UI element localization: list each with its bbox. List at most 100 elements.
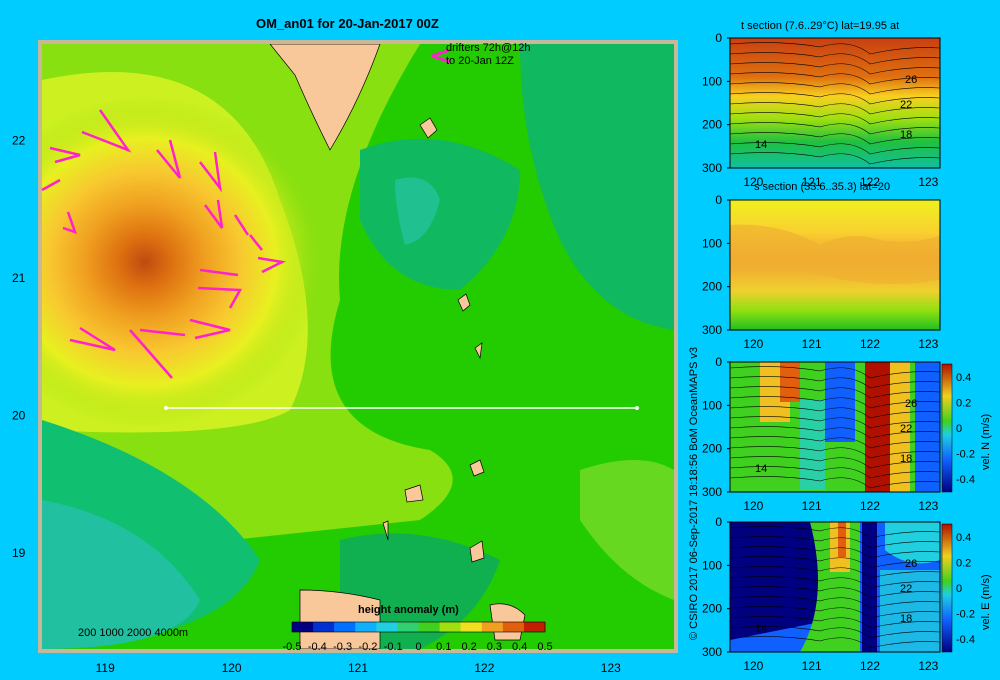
contour-line xyxy=(729,536,941,549)
depth-tick-label: 100 xyxy=(702,558,722,572)
depth-tick-label: 100 xyxy=(702,74,722,88)
contour-line xyxy=(729,102,941,115)
depth-tick-label: 300 xyxy=(702,323,722,337)
depth-legend: 200 1000 2000 4000m xyxy=(78,627,188,639)
contour-label: 18 xyxy=(900,129,912,141)
contour-line xyxy=(729,376,941,389)
velE-section-panel: 26 22 18 14 xyxy=(729,521,941,653)
section-lon-tick-label: 122 xyxy=(860,499,880,513)
section-end-marker xyxy=(635,406,639,410)
contour-line xyxy=(729,436,941,449)
map-lon-tick: 120 xyxy=(222,661,242,675)
colorbar-title: height anomaly (m) xyxy=(358,604,459,616)
colorbar-tick-label: 0.3 xyxy=(487,641,502,653)
colorbar-tick-label: 0.4 xyxy=(512,641,527,653)
colorbar-tick-label: 0.2 xyxy=(461,641,476,653)
contour-label: 14 xyxy=(755,139,767,151)
map-lon-tick: 119 xyxy=(96,661,115,675)
depth-tick-label: 200 xyxy=(702,442,722,456)
contour-label: 26 xyxy=(905,398,917,410)
colorbar-tick-label: 0 xyxy=(415,641,421,653)
contour-label: 22 xyxy=(900,99,912,111)
colorbar-tick-label: -0.3 xyxy=(333,641,352,653)
contour-line xyxy=(729,72,941,85)
depth-tick-label: 300 xyxy=(702,485,722,499)
depth-tick-label: 0 xyxy=(715,31,722,45)
s-section-panel xyxy=(729,199,941,331)
colorbar-tick-label: -0.1 xyxy=(384,641,403,653)
section-start-marker xyxy=(164,406,168,410)
vel-tick-label: -0.4 xyxy=(956,474,975,486)
contour-line xyxy=(729,446,941,459)
contour-line xyxy=(729,122,941,135)
contour-line xyxy=(729,466,941,479)
map-lon-tick: 123 xyxy=(601,661,621,675)
map-lon-tick: 122 xyxy=(474,661,494,675)
section-lon-tick-label: 123 xyxy=(918,499,938,513)
colorbar-tick-labels: -0.5 -0.4 -0.3 -0.2 -0.1 0 0.1 0.2 0.3 0.4 0.5 xyxy=(283,641,553,653)
contour-line xyxy=(729,566,941,579)
colorbar xyxy=(291,621,546,633)
section-lon-tick-label: 121 xyxy=(802,175,822,189)
section-lon-tick-label: 123 xyxy=(918,337,938,351)
contour-label: 14 xyxy=(755,463,767,475)
map-lat-tick: 22 xyxy=(12,133,26,147)
section-lon-tick-label: 123 xyxy=(918,175,938,189)
depth-tick-label: 200 xyxy=(702,280,722,294)
drifter-legend-arrow xyxy=(431,48,451,64)
t-section-panel: 26 22 18 14 xyxy=(729,37,941,169)
contour-line xyxy=(729,132,941,145)
section-lon-tick-label: 122 xyxy=(860,659,880,673)
contour-line xyxy=(729,92,941,105)
section-axis-labels: 0 100 200 300 120 121 122 123 0 100 200 300 120 121 12… xyxy=(702,31,975,673)
contour-label: 18 xyxy=(900,613,912,625)
map-field xyxy=(42,44,674,649)
contour-line xyxy=(729,416,941,429)
drifter-note-2: to 20-Jan 12Z xyxy=(446,55,514,67)
contour-line xyxy=(729,152,941,165)
contour-label: 26 xyxy=(905,74,917,86)
vel-tick-label: 0.4 xyxy=(956,532,971,544)
contour-line xyxy=(729,596,941,609)
contour-label: 22 xyxy=(900,583,912,595)
colorbar-border xyxy=(291,621,546,633)
section-lon-tick-label: 123 xyxy=(918,659,938,673)
contour-line xyxy=(729,42,941,55)
colorbar-swatch xyxy=(292,622,314,632)
contour-line xyxy=(729,82,941,95)
depth-tick-label: 200 xyxy=(702,118,722,132)
contour-line xyxy=(729,526,941,539)
velE-colorbar xyxy=(941,523,953,653)
contour-line xyxy=(729,546,941,559)
contour-label: 18 xyxy=(900,453,912,465)
drifter-arrows xyxy=(41,109,286,379)
map-lat-tick: 19 xyxy=(12,546,26,560)
section-lon-tick-label: 122 xyxy=(860,337,880,351)
depth-tick-label: 200 xyxy=(702,602,722,616)
section-lon-tick-label: 121 xyxy=(802,499,822,513)
vel-tick-label: -0.2 xyxy=(956,609,975,621)
velN-section-panel: 26 22 18 14 xyxy=(729,361,941,493)
map-lon-ticks: 119 120 121 122 123 xyxy=(96,661,622,675)
vel-tick-label: 0.2 xyxy=(956,397,971,409)
section-lon-tick-label: 120 xyxy=(743,337,763,351)
contour-line xyxy=(729,112,941,125)
contour-label: 14 xyxy=(755,623,767,635)
contour-line xyxy=(729,616,941,629)
colorbar-swatch xyxy=(397,622,419,632)
velE-label: vel. E (m/s) xyxy=(980,574,992,630)
contour-line xyxy=(729,636,941,649)
map-lat-tick: 21 xyxy=(12,271,26,285)
section-lon-tick-label: 120 xyxy=(743,659,763,673)
section-lon-tick-label: 122 xyxy=(860,175,880,189)
contour-line xyxy=(729,366,941,379)
colorbar-tick-label: -0.5 xyxy=(283,641,302,653)
s-section-title: s section (33.6..35.3) lat=20 xyxy=(754,181,891,193)
velN-colorbar xyxy=(941,363,953,493)
vel-tick-label: 0.2 xyxy=(956,557,971,569)
contour-line xyxy=(729,426,941,439)
colorbar-swatch xyxy=(481,622,504,632)
colorbar-tick-label: 0.1 xyxy=(436,641,451,653)
contour-line xyxy=(729,476,941,489)
map-lat-ticks: 22 21 20 19 xyxy=(12,133,26,560)
